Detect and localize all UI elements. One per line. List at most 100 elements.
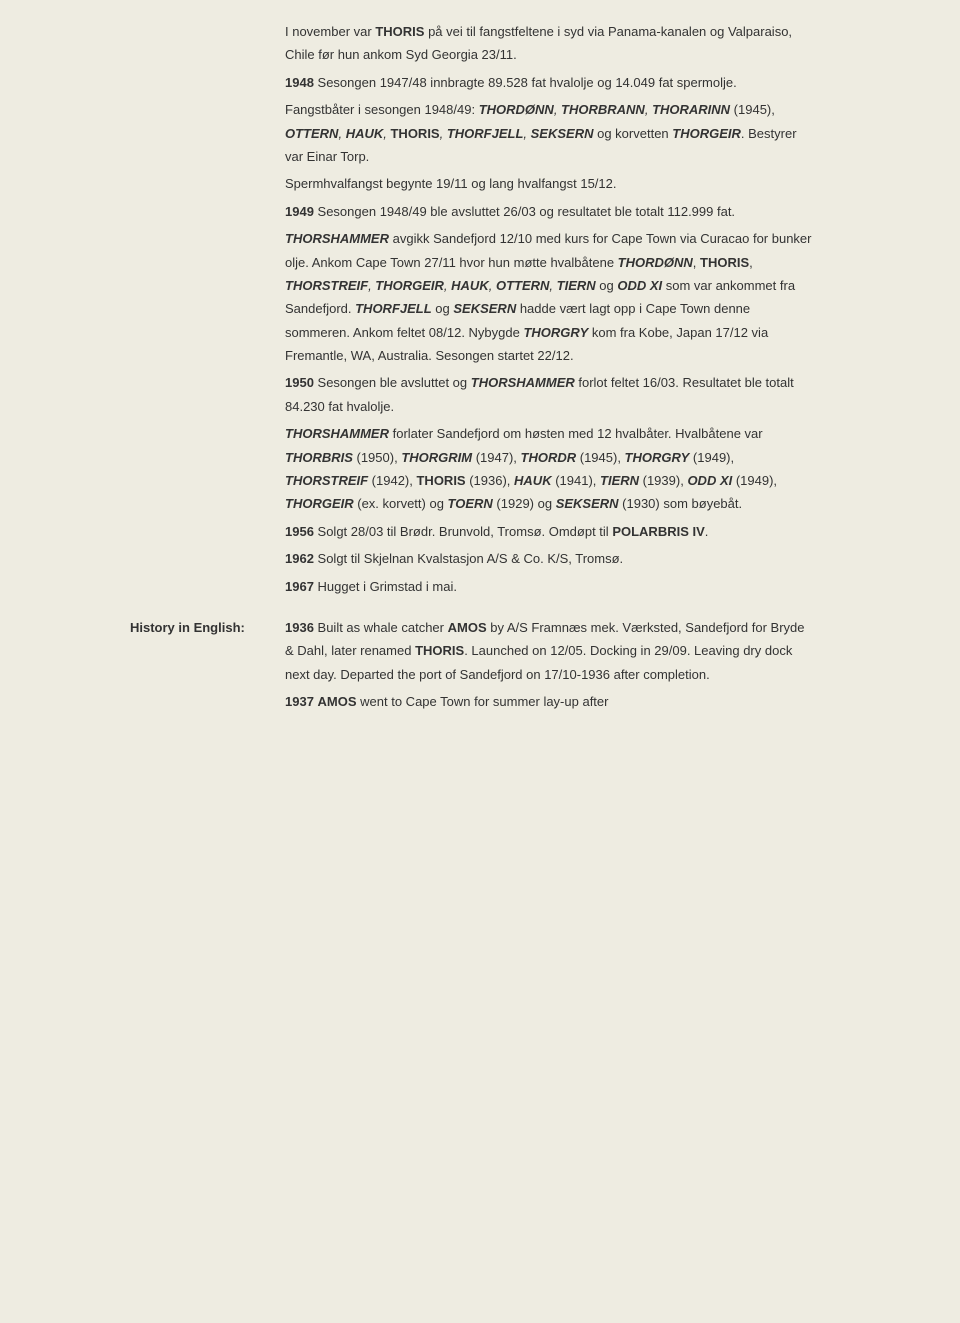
- ship-name: THORGRY: [625, 450, 690, 465]
- text: forlater Sandefjord om høsten med 12 hva…: [389, 426, 763, 441]
- text: ,: [693, 255, 700, 270]
- paragraph: 1950 Sesongen ble avsluttet og THORSHAMM…: [285, 371, 815, 418]
- ship-name: THORBRANN: [561, 102, 645, 117]
- text: (1939),: [639, 473, 687, 488]
- year: 1956: [285, 524, 314, 539]
- paragraph: THORSHAMMER avgikk Sandefjord 12/10 med …: [285, 227, 815, 367]
- ship-name: TIERN: [600, 473, 639, 488]
- ship-name: ODD XI: [617, 278, 662, 293]
- ship-name: THORSHAMMER: [285, 426, 389, 441]
- ship-name: SEKSERN: [453, 301, 516, 316]
- year: 1948: [285, 75, 314, 90]
- text: Fangstbåter i sesongen 1948/49:: [285, 102, 479, 117]
- ship-name: POLARBRIS IV: [612, 524, 704, 539]
- ship-name: THORARINN: [652, 102, 730, 117]
- ship-name: ODD XI: [687, 473, 732, 488]
- text: (1945),: [730, 102, 775, 117]
- ship-name: THORFJELL: [447, 126, 524, 141]
- ship-name: THORDR: [521, 450, 577, 465]
- ship-name: THORGEIR: [375, 278, 444, 293]
- text: (1930) som bøyebåt.: [619, 496, 743, 511]
- year: 1936: [285, 620, 314, 635]
- ship-name: AMOS: [448, 620, 487, 635]
- ship-name: HAUK: [451, 278, 489, 293]
- ship-name: THORIS: [700, 255, 749, 270]
- ship-name: HAUK: [514, 473, 552, 488]
- ship-name: THORDØNN: [479, 102, 554, 117]
- paragraph: Spermhvalfangst begynte 19/11 og lang hv…: [285, 172, 815, 195]
- ship-name: OTTERN: [285, 126, 338, 141]
- text: (1941),: [552, 473, 600, 488]
- text: (1950),: [353, 450, 401, 465]
- ship-name: THORSTREIF: [285, 473, 368, 488]
- ship-name: THORSHAMMER: [285, 231, 389, 246]
- paragraph: I november var THORIS på vei til fangstf…: [285, 20, 815, 67]
- text: (1949),: [689, 450, 734, 465]
- year: 1950: [285, 375, 314, 390]
- ship-name: OTTERN: [496, 278, 549, 293]
- text: ,: [523, 126, 530, 141]
- text: Sesongen 1948/49 ble avsluttet 26/03 og …: [314, 204, 735, 219]
- text: og: [432, 301, 454, 316]
- year: 1962: [285, 551, 314, 566]
- ship-name: THORIS: [390, 126, 439, 141]
- text: Solgt til Skjelnan Kvalstasjon A/S & Co.…: [314, 551, 623, 566]
- history-content: 1936 Built as whale catcher AMOS by A/S …: [285, 616, 815, 718]
- text: (1947),: [472, 450, 520, 465]
- ship-name: THORIS: [416, 473, 465, 488]
- ship-name: TOERN: [448, 496, 493, 511]
- text: ,: [549, 278, 556, 293]
- history-label: History in English:: [130, 616, 285, 639]
- ship-name: THORSTREIF: [285, 278, 368, 293]
- main-text-column: I november var THORIS på vei til fangstf…: [285, 20, 815, 598]
- text: (1945),: [576, 450, 624, 465]
- text: Sesongen ble avsluttet og: [314, 375, 471, 390]
- ship-name: SEKSERN: [531, 126, 594, 141]
- paragraph: 1949 Sesongen 1948/49 ble avsluttet 26/0…: [285, 200, 815, 223]
- text: (ex. korvett) og: [354, 496, 448, 511]
- year: 1949: [285, 204, 314, 219]
- document-page: I november var THORIS på vei til fangstf…: [0, 0, 960, 1323]
- paragraph: 1967 Hugget i Grimstad i mai.: [285, 575, 815, 598]
- text: ,: [338, 126, 345, 141]
- ship-name: AMOS: [318, 694, 357, 709]
- text: (1942),: [368, 473, 416, 488]
- ship-name: SEKSERN: [556, 496, 619, 511]
- history-section: History in English: 1936 Built as whale …: [130, 616, 830, 718]
- ship-name: THORBRIS: [285, 450, 353, 465]
- text: Sesongen 1947/48 innbragte 89.528 fat hv…: [314, 75, 737, 90]
- ship-name: THORIS: [375, 24, 424, 39]
- ship-name: THORGRIM: [401, 450, 472, 465]
- ship-name: THORGEIR: [672, 126, 741, 141]
- paragraph: 1956 Solgt 28/03 til Brødr. Brunvold, Tr…: [285, 520, 815, 543]
- text: went to Cape Town for summer lay-up afte…: [357, 694, 609, 709]
- text: I november var: [285, 24, 375, 39]
- text: og: [596, 278, 618, 293]
- ship-name: THORGRY: [523, 325, 588, 340]
- text: og korvetten: [594, 126, 673, 141]
- text: Solgt 28/03 til Brødr. Brunvold, Tromsø.…: [314, 524, 612, 539]
- text: Hugget i Grimstad i mai.: [314, 579, 457, 594]
- paragraph: THORSHAMMER forlater Sandefjord om høste…: [285, 422, 815, 516]
- ship-name: THORFJELL: [355, 301, 432, 316]
- text: ,: [489, 278, 496, 293]
- paragraph: 1948 Sesongen 1947/48 innbragte 89.528 f…: [285, 71, 815, 94]
- ship-name: THORSHAMMER: [471, 375, 575, 390]
- ship-name: THORIS: [415, 643, 464, 658]
- paragraph: 1936 Built as whale catcher AMOS by A/S …: [285, 616, 815, 686]
- text: ,: [749, 255, 753, 270]
- text: (1929) og: [493, 496, 556, 511]
- ship-name: THORDØNN: [618, 255, 693, 270]
- year: 1937: [285, 694, 314, 709]
- year: 1967: [285, 579, 314, 594]
- text: ,: [645, 102, 652, 117]
- text: Spermhvalfangst begynte 19/11 og lang hv…: [285, 176, 617, 191]
- ship-name: TIERN: [557, 278, 596, 293]
- ship-name: HAUK: [346, 126, 384, 141]
- paragraph: 1937 AMOS went to Cape Town for summer l…: [285, 690, 815, 713]
- text: ,: [440, 126, 447, 141]
- text: Built as whale catcher: [314, 620, 448, 635]
- paragraph: Fangstbåter i sesongen 1948/49: THORDØNN…: [285, 98, 815, 168]
- text: (1936),: [466, 473, 514, 488]
- paragraph: 1962 Solgt til Skjelnan Kvalstasjon A/S …: [285, 547, 815, 570]
